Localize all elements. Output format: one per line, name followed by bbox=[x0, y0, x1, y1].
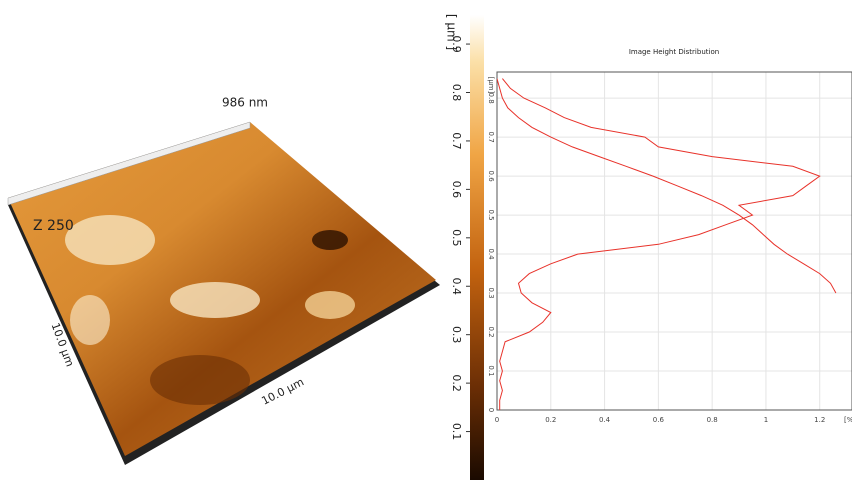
colorbar-tick-label: 0.8 bbox=[450, 84, 463, 102]
x-tick-label: 0.4 bbox=[599, 416, 611, 424]
x-tick-label: 1.2 bbox=[814, 416, 825, 424]
colorbar-tick-label: 0.7 bbox=[450, 132, 463, 150]
plot-frame bbox=[496, 71, 852, 411]
x-tick-label: 0.2 bbox=[545, 416, 556, 424]
afm-surface bbox=[7, 121, 440, 465]
y-tick-label: 0.2 bbox=[487, 326, 495, 337]
y-tick-label: 0.3 bbox=[487, 287, 495, 298]
y-tick-label: 0.4 bbox=[487, 248, 495, 260]
x-tick-label: 0.8 bbox=[707, 416, 718, 424]
x-tick-label: 0 bbox=[495, 416, 499, 424]
colorbar-tick-label: 0.4 bbox=[450, 278, 463, 296]
colorbar-gradient bbox=[470, 15, 484, 480]
data-line bbox=[497, 78, 837, 294]
y-tick-label: 0.1 bbox=[487, 365, 495, 376]
colorbar-tick-label: 0.5 bbox=[450, 229, 463, 247]
x-tick-label: 1 bbox=[764, 416, 768, 424]
y-tick-label: 0.5 bbox=[487, 210, 495, 221]
y-tick-label: 0.6 bbox=[487, 171, 495, 183]
z-label: Z 250 bbox=[33, 218, 74, 234]
colorbar: 0.1 0.2 0.3 0.4 0.5 0.6 0.7 0.8 0.9 bbox=[450, 15, 484, 480]
colorbar-tick-label: 0.9 bbox=[450, 35, 463, 53]
height-label: 986 nm bbox=[222, 96, 268, 110]
x-axis-title: [% bbox=[844, 416, 852, 424]
x-tick-label: 0.6 bbox=[653, 416, 665, 424]
y-tick-label: 0.8 bbox=[487, 93, 495, 104]
colorbar-tick-label: 0.2 bbox=[450, 374, 463, 392]
chart: 0 0.2 0.4 0.6 0.8 1 1.2 0 0.1 0.2 0.3 0.4 0.5 0.6 0.7 0… bbox=[487, 71, 852, 424]
y-axis-title: [µm] bbox=[487, 77, 495, 94]
colorbar-tick-label: 0.1 bbox=[450, 423, 463, 441]
y-tick-label: 0.7 bbox=[487, 132, 495, 143]
colorbar-label: [ µm ] bbox=[445, 14, 459, 50]
chart-title: Image Height Distribution bbox=[629, 48, 719, 56]
colorbar-tick-label: 0.3 bbox=[450, 326, 463, 344]
y-tick-label: 0 bbox=[487, 408, 495, 412]
data-line bbox=[499, 78, 821, 410]
colorbar-tick-label: 0.6 bbox=[450, 181, 463, 199]
